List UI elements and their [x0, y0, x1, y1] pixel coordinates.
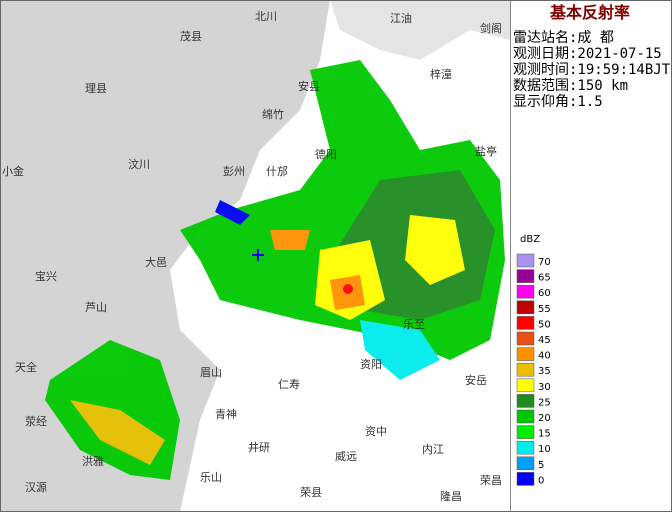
place-label: 绵竹: [262, 107, 284, 121]
place-label: 德阳: [315, 147, 337, 161]
place-label: 北川: [255, 10, 277, 23]
radar-site: [252, 249, 264, 261]
legend-value: 50: [538, 319, 551, 330]
legend-unit: dBZ: [520, 234, 540, 245]
place-label: 茂县: [180, 29, 202, 43]
info-line: 观测日期:2021-07-15: [513, 46, 662, 62]
place-label: 宝兴: [35, 269, 57, 283]
echo-10: [360, 320, 440, 380]
legend-value: 65: [538, 273, 551, 284]
place-label: 隆昌: [440, 489, 462, 503]
echo-0: [215, 200, 250, 225]
legend-swatch: [516, 409, 535, 424]
place-label: 青神: [215, 407, 237, 421]
place-label: 汶川: [128, 157, 150, 171]
legend-swatch: [516, 300, 535, 315]
legend-swatch: [516, 362, 535, 377]
info-line: 观测时间:19:59:14BJT: [513, 62, 671, 78]
legend-value: 40: [538, 351, 551, 362]
legend-swatch: [516, 425, 535, 439]
place-label: 洪雅: [82, 454, 104, 468]
place-label: 安岳: [465, 373, 487, 387]
legend-value: 30: [538, 382, 551, 393]
place-label: 彭州: [223, 164, 245, 178]
place-label: 内江: [422, 442, 444, 456]
legend-value: 60: [538, 288, 551, 299]
echo-50: [343, 284, 353, 294]
place-label: 小金: [2, 164, 24, 178]
info-line: 数据范围:150 km: [513, 77, 628, 94]
radar-echoes: [45, 60, 505, 480]
place-label: 乐至: [403, 318, 425, 331]
legend-value: 5: [538, 460, 544, 471]
info-line: 雷达站名:成 都: [513, 30, 614, 46]
place-label: 资阳: [360, 358, 382, 371]
place-label: 剑阁: [480, 21, 502, 35]
legend-value: 35: [538, 366, 551, 377]
place-label: 乐山: [200, 471, 222, 484]
legend-swatch: [516, 456, 535, 471]
place-label: 荥经: [25, 414, 47, 428]
legend-swatch: [516, 440, 535, 455]
place-label: 理县: [85, 82, 107, 95]
place-label: 安县: [298, 79, 320, 93]
legend-value: 0: [538, 475, 544, 486]
place-label: 什邡: [266, 164, 288, 178]
legend-value: 55: [538, 304, 551, 315]
legend-value: 70: [538, 257, 551, 268]
legend-value: 45: [538, 335, 551, 346]
place-label: 梓潼: [430, 67, 452, 81]
info-lines: 雷达站名:成 都观测日期:2021-07-15观测时间:19:59:14BJT数…: [513, 30, 671, 110]
place-label: 眉山: [200, 366, 222, 379]
hill-terrain: [330, 0, 510, 60]
legend-value: 15: [538, 429, 551, 440]
legend-swatch: [516, 472, 535, 486]
legend-swatch: [516, 284, 535, 299]
legend-value: 10: [538, 444, 551, 455]
legend-value: 25: [538, 397, 551, 408]
place-label: 资中: [365, 425, 387, 438]
legend-value: 20: [538, 413, 551, 424]
echo-30: [405, 215, 465, 285]
legend-swatch: [516, 269, 535, 283]
legend-swatch: [516, 378, 535, 393]
place-label: 大邑: [145, 255, 167, 269]
place-label: 威远: [335, 450, 357, 463]
place-label: 仁寿: [278, 377, 300, 391]
place-label: 芦山: [85, 301, 107, 314]
place-label: 天全: [15, 360, 37, 374]
place-label: 荣昌: [480, 474, 502, 487]
legend-swatch: [516, 316, 535, 330]
echo-sw-35: [70, 400, 165, 465]
info-line: 显示仰角:1.5: [513, 94, 603, 110]
panel-title: 基本反射率: [549, 3, 630, 22]
info-panel: [510, 0, 672, 512]
place-label: 井研: [248, 440, 270, 454]
legend-swatch: [516, 253, 535, 268]
place-label: 荣县: [300, 486, 322, 499]
legend-swatch: [516, 331, 535, 346]
place-label: 汉源: [25, 480, 47, 494]
echo-mid: [270, 230, 310, 250]
legend-swatch: [516, 347, 535, 361]
legend-swatch: [516, 394, 535, 408]
place-label: 盐亭: [475, 144, 497, 158]
place-label: 江油: [390, 11, 412, 25]
